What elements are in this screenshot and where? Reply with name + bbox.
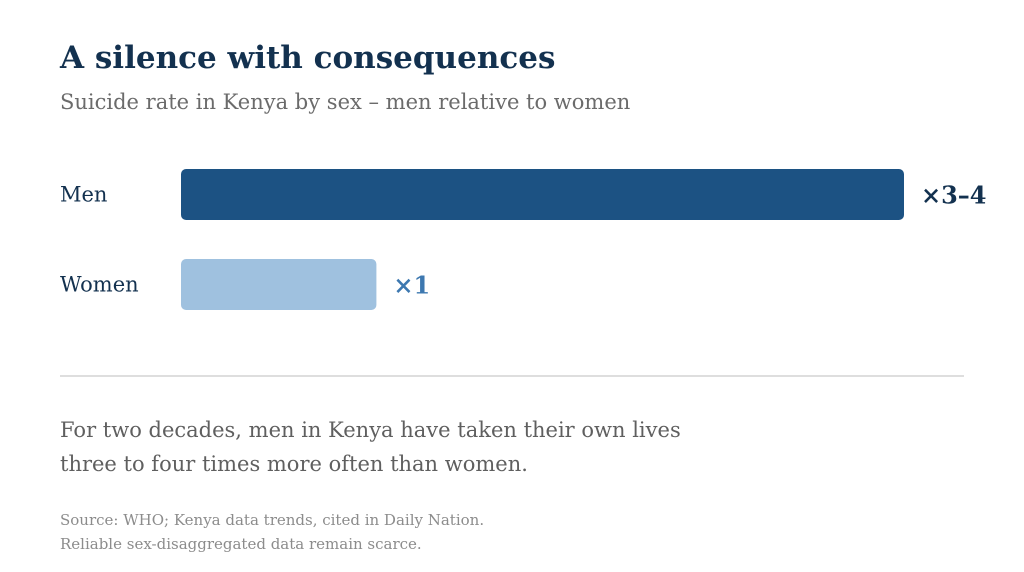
source-line-2: Reliable sex-disaggregated data remain s… [60,535,422,553]
body-text-line-1: For two decades, men in Kenya have taken… [60,418,681,442]
category-label-women: Women [60,273,139,297]
body-text: For two decades, men in Kenya have taken… [60,413,780,481]
bar-men [181,169,904,220]
divider [60,375,964,377]
source-line-1: Source: WHO; Kenya data trends, cited in… [60,511,485,529]
category-label-men: Men [60,183,107,207]
source-note: Source: WHO; Kenya data trends, cited in… [60,508,484,556]
value-label-women: ×1 [393,271,430,300]
value-label-men: ×3–4 [921,181,987,210]
bar-women [181,259,377,310]
bars-layer: Men ×3–4 Women ×1 [60,169,987,310]
body-text-line-2: three to four times more often than wome… [60,452,528,476]
chart-title: A silence with consequences [60,40,556,76]
chart-subtitle: Suicide rate in Kenya by sex – men relat… [60,90,631,114]
